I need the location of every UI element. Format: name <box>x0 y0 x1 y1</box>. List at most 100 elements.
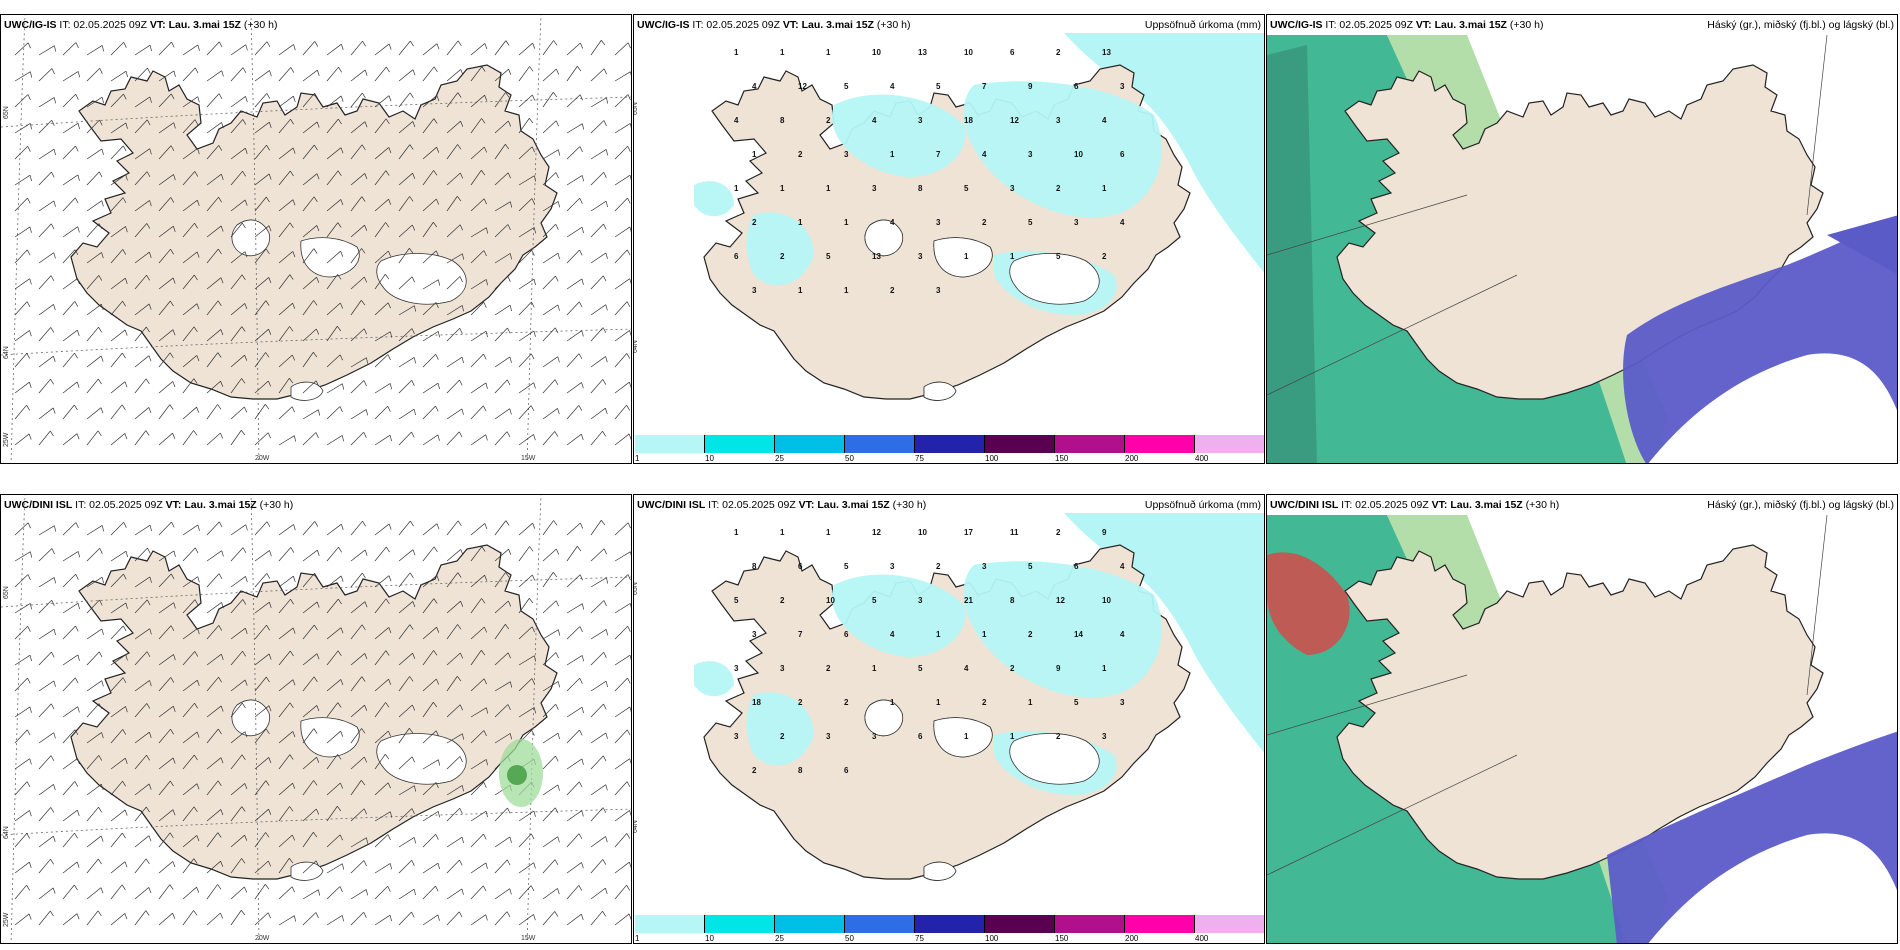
wind-barb <box>350 520 363 536</box>
precip-value: 1 <box>734 48 739 57</box>
precip-value: 2 <box>1056 184 1061 193</box>
wind-barb <box>86 576 103 588</box>
wind-barb <box>350 248 362 264</box>
wind-barb <box>134 251 150 264</box>
precip-value: 1 <box>826 48 831 57</box>
precip-value: 2 <box>752 218 757 227</box>
wind-barb <box>350 837 367 848</box>
wind-barb <box>518 278 535 290</box>
wind-barb <box>470 650 482 666</box>
wind-barb <box>158 884 171 900</box>
wind-barb <box>134 44 151 56</box>
wind-barb <box>374 702 386 718</box>
precip-value: 7 <box>798 630 803 639</box>
wind-barb <box>182 547 196 562</box>
wind-barb <box>230 147 246 160</box>
wind-barb <box>134 430 147 446</box>
wind-barb <box>110 197 124 212</box>
wind-barb <box>254 912 269 926</box>
wind-barb <box>110 404 123 420</box>
wind-barb <box>302 756 317 770</box>
precip-value: 14 <box>1074 630 1083 639</box>
precip-value: 4 <box>890 218 895 227</box>
wind-barb <box>422 650 434 666</box>
precip-value: 2 <box>844 698 849 707</box>
lat-label: 65N <box>3 106 10 119</box>
wind-barb <box>470 382 487 394</box>
wind-barb <box>158 70 175 82</box>
wind-barb <box>422 434 439 446</box>
precip-value: 1 <box>844 218 849 227</box>
wind-barb <box>14 330 30 342</box>
colorbar-tick: 400 <box>1195 934 1209 943</box>
wind-barb <box>494 548 509 562</box>
wind-barb <box>14 197 28 212</box>
precip-area <box>832 574 966 657</box>
wind-barb <box>230 783 246 796</box>
wind-barb <box>254 521 268 536</box>
wind-barb <box>398 380 412 394</box>
wind-barb <box>302 380 317 394</box>
wind-barb <box>446 120 461 134</box>
colorbar-tick: 100 <box>985 454 999 463</box>
wind-barb <box>278 67 292 82</box>
wind-barb <box>422 546 435 562</box>
wind-barb <box>542 224 556 238</box>
wind-barb <box>614 706 631 718</box>
wind-barb <box>86 430 99 446</box>
precip-value: 4 <box>752 82 757 91</box>
precip-value: 6 <box>1120 150 1125 159</box>
wind-barb <box>86 326 99 342</box>
wind-barb <box>206 41 220 56</box>
wind-barb <box>158 248 171 264</box>
wind-barb <box>134 200 150 212</box>
wind-barb <box>278 44 294 56</box>
wind-barb <box>230 834 245 848</box>
precip-value: 1 <box>982 630 987 639</box>
precip-area <box>694 661 734 697</box>
wind-barb <box>614 123 631 134</box>
wind-barb <box>206 173 222 186</box>
wind-barb <box>542 379 556 394</box>
wind-barb <box>374 302 389 316</box>
wind-barb <box>374 782 389 796</box>
wind-barb <box>110 809 126 822</box>
wind-barb <box>278 575 294 588</box>
wind-barb <box>542 548 557 562</box>
wind-barb <box>326 523 342 536</box>
wind-barb <box>62 758 78 770</box>
wind-barb <box>182 576 198 588</box>
precip-value: 13 <box>1102 48 1111 57</box>
precip-value: 3 <box>1120 698 1125 707</box>
wind-barb <box>494 144 506 160</box>
wind-barb <box>134 887 150 900</box>
wind-barb <box>38 355 54 368</box>
wind-barb <box>158 832 171 848</box>
wind-barb <box>326 118 339 134</box>
wind-barb <box>566 729 580 744</box>
wind-barb <box>86 171 100 186</box>
wind-barb <box>494 888 510 900</box>
precip-value: 1 <box>798 218 803 227</box>
precip-value: 4 <box>1120 562 1125 571</box>
wind-barb <box>278 199 294 212</box>
wind-barb <box>62 381 78 394</box>
wind-barb <box>38 252 54 264</box>
wind-barb <box>278 95 294 108</box>
wind-barb <box>590 807 604 822</box>
wind-barb <box>38 548 53 562</box>
precip-value: 4 <box>890 630 895 639</box>
wind-barb <box>158 912 173 926</box>
wind-barb <box>566 885 580 900</box>
wind-barb <box>254 676 267 692</box>
wind-barb <box>206 352 219 368</box>
wind-barb <box>350 224 365 238</box>
wind-barb <box>542 40 554 56</box>
wind-barb <box>374 650 387 666</box>
wind-barb <box>422 331 439 342</box>
wind-barb <box>566 781 580 796</box>
wind-barb <box>374 914 391 926</box>
precip-value: 3 <box>1028 150 1033 159</box>
precip-value: 1 <box>964 252 969 261</box>
wind-barb <box>470 279 487 290</box>
